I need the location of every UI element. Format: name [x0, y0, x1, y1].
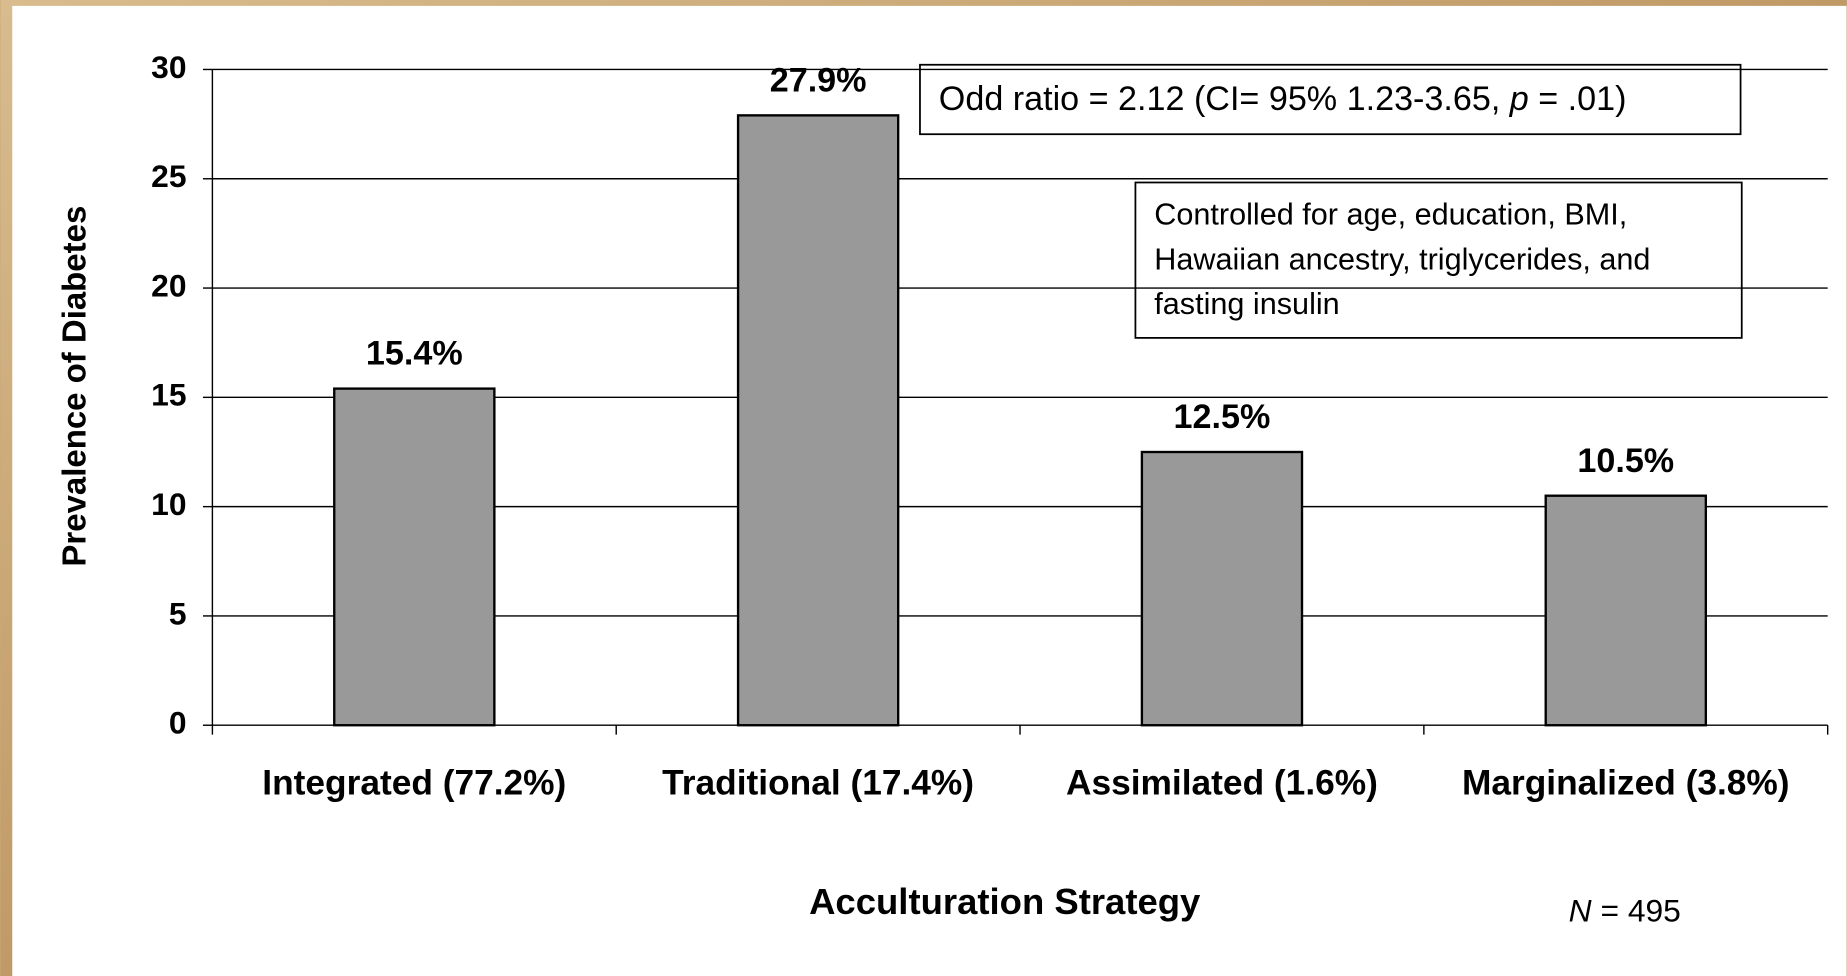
- value-label: 15.4%: [366, 335, 463, 373]
- value-label: 12.5%: [1174, 398, 1271, 436]
- x-axis-title: Acculturation Strategy: [809, 881, 1201, 922]
- value-label: 10.5%: [1577, 442, 1674, 480]
- x-tick-label: Marginalized (3.8%): [1462, 764, 1790, 803]
- y-tick-label: 0: [169, 705, 187, 741]
- sample-size: N = 495: [1569, 893, 1681, 929]
- chart-panel: [12, 5, 1847, 976]
- bar: [736, 114, 900, 727]
- y-tick-label: 25: [151, 158, 186, 194]
- controls-line: Controlled for age, education, BMI,: [1154, 198, 1627, 232]
- value-label: 27.9%: [770, 61, 867, 99]
- text: = 495: [1592, 893, 1681, 929]
- x-tick-label: Integrated (77.2%): [262, 764, 566, 803]
- bar: [333, 387, 496, 727]
- text: Odd ratio = 2.12 (CI= 95% 1.23-3.65,: [939, 80, 1510, 118]
- y-tick-label: 15: [151, 377, 186, 413]
- odds-ratio-note: Odd ratio = 2.12 (CI= 95% 1.23-3.65, p =…: [939, 80, 1627, 118]
- controls-note: Controlled for age, education, BMI, Hawai…: [1154, 198, 1650, 321]
- x-tick-label: Assimilated (1.6%): [1066, 764, 1378, 803]
- text: N: [1569, 893, 1592, 929]
- text: p: [1509, 80, 1529, 118]
- bar: [1544, 494, 1708, 727]
- controls-line: fasting insulin: [1154, 287, 1339, 321]
- y-tick-label: 30: [151, 49, 186, 85]
- y-tick-label: 5: [169, 595, 187, 631]
- y-axis-title: Prevalence of Diabetes: [56, 206, 93, 567]
- controls-line: Hawaiian ancestry, triglycerides, and: [1154, 242, 1650, 276]
- odds-ratio-box: [919, 63, 1742, 136]
- text: = .01): [1529, 80, 1627, 118]
- x-tick-label: Traditional (17.4%): [662, 764, 974, 803]
- bar: [1140, 450, 1304, 727]
- controls-box: [1134, 181, 1743, 339]
- y-tick-label: 10: [151, 486, 186, 522]
- y-tick-label: 20: [151, 267, 186, 303]
